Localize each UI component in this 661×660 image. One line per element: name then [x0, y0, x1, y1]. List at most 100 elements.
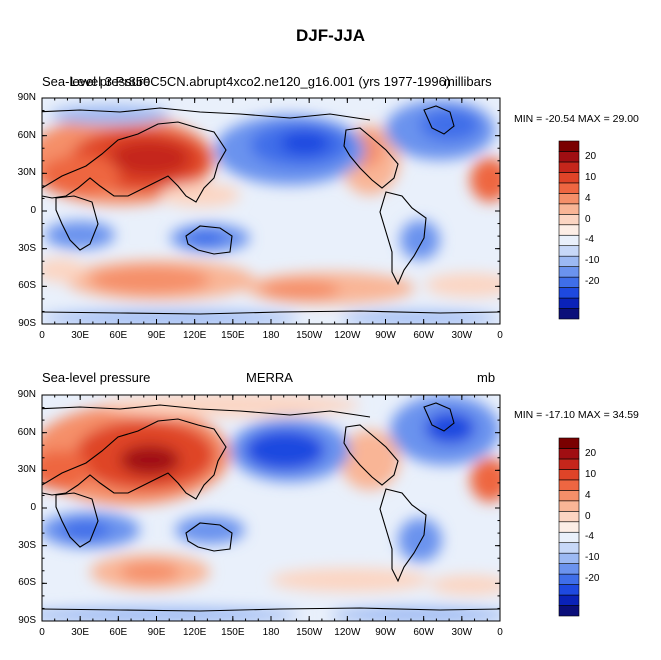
lon-tick-label: 60E — [109, 330, 128, 341]
lon-tick-label: 30E — [71, 627, 90, 638]
colorbar-swatch — [558, 203, 580, 215]
panel1-map — [42, 98, 500, 324]
colorbar-tick-label: 10 — [585, 171, 597, 183]
colorbar-swatch — [558, 234, 580, 247]
colorbar-tick-label: 0 — [585, 213, 591, 225]
panel1-units-label: millibars — [444, 74, 492, 89]
colorbar-swatch — [558, 573, 580, 585]
lat-tick-label: 0 — [30, 502, 36, 513]
lon-tick-label: 120W — [334, 627, 361, 638]
colorbar-tick-label: 20 — [585, 447, 597, 459]
colorbar-swatch — [558, 161, 580, 173]
lon-tick-label: 120E — [182, 330, 207, 341]
lon-tick-label: 0 — [39, 330, 45, 341]
lon-tick-label: 60E — [109, 627, 128, 638]
colorbar-swatch — [558, 182, 580, 194]
panel1-coastlines — [42, 105, 500, 315]
colorbar-tick-label: -10 — [585, 552, 600, 564]
panel2-map — [42, 395, 500, 621]
lat-tick-label: 30S — [18, 539, 36, 551]
lon-tick-label: 90W — [375, 330, 396, 341]
lon-tick-label: 60W — [413, 330, 434, 341]
colorbar-swatch — [558, 437, 580, 449]
colorbar-swatch — [558, 213, 580, 226]
lat-tick-label: 90S — [18, 318, 36, 329]
colorbar-swatch — [558, 552, 580, 564]
colorbar-tick-label: -4 — [585, 531, 594, 543]
lat-tick-label: 30N — [17, 464, 36, 476]
colorbar-swatch — [558, 308, 580, 320]
colorbar-swatch — [558, 542, 580, 554]
colorbar-tick-label: 20 — [585, 150, 597, 162]
lon-tick-label: 90E — [147, 627, 166, 638]
colorbar-swatch — [558, 584, 580, 596]
lon-tick-label: 150W — [296, 627, 323, 638]
lon-tick-label: 90W — [375, 627, 396, 638]
colorbar-swatch — [558, 531, 580, 544]
lat-tick-label: 60N — [17, 426, 36, 438]
lat-tick-label: 30N — [17, 167, 36, 179]
colorbar-swatch — [558, 245, 580, 257]
colorbar-tick-label: 4 — [585, 489, 591, 501]
lon-tick-label: 150E — [221, 330, 245, 341]
colorbar-swatch — [558, 521, 580, 533]
colorbar-swatch — [558, 594, 580, 606]
colorbar-swatch — [558, 500, 580, 512]
colorbar-swatch — [558, 255, 580, 267]
lat-tick-label: 30S — [18, 242, 36, 254]
axis-ticks — [41, 97, 501, 622]
colorbar-swatch — [558, 224, 580, 236]
lon-tick-label: 180 — [262, 330, 280, 341]
colorbar-tick-label: 4 — [585, 192, 591, 204]
lon-tick-label: 60W — [413, 627, 434, 638]
colorbar-swatch — [558, 479, 580, 491]
colorbar-swatch — [558, 469, 580, 481]
colorbar-swatch — [558, 151, 580, 163]
lat-tick-label: 60S — [18, 280, 36, 292]
lon-tick-label: 0 — [39, 627, 45, 638]
lon-tick-label: 150W — [296, 330, 323, 341]
panel1-min-max: MIN = -20.54 MAX = 29.00 — [514, 113, 639, 125]
lon-tick-label: 90E — [147, 330, 166, 341]
colorbar-swatch — [558, 276, 580, 288]
lon-tick-label: 0 — [497, 627, 503, 638]
panel1-variable-label: Sea-level pressure — [42, 74, 151, 89]
panel2-dataset-label: MERRA — [246, 370, 293, 385]
panel2-units-label: mb — [477, 370, 496, 385]
colorbar-swatch — [558, 140, 580, 152]
lon-tick-label: 150E — [221, 627, 245, 638]
colorbar-swatch — [558, 510, 580, 523]
colorbar-swatch — [558, 266, 580, 278]
colorbar-swatch — [558, 490, 580, 502]
colorbar-tick-label: -20 — [585, 573, 600, 585]
lat-tick-label: 90S — [18, 615, 36, 626]
lon-tick-label: 30E — [71, 330, 90, 341]
lon-tick-label: 120E — [182, 627, 207, 638]
lon-tick-label: 0 — [497, 330, 503, 341]
lat-tick-label: 60S — [18, 577, 36, 589]
colorbar-tick-label: 0 — [585, 510, 591, 522]
panel2-coastlines — [42, 402, 500, 612]
lon-tick-label: 30W — [451, 330, 473, 341]
lat-tick-label: 60N — [17, 129, 36, 141]
lat-tick-label: 0 — [30, 205, 36, 216]
lon-tick-label: 120W — [334, 330, 361, 341]
colorbars — [558, 140, 580, 617]
panel1-case-label: Level 3 Pr850C5CN.abrupt4xco2.ne120_g16.… — [70, 74, 451, 89]
colorbar-tick-label: -10 — [585, 255, 600, 267]
panel2-min-max: MIN = -17.10 MAX = 34.59 — [514, 409, 639, 421]
colorbar-swatch — [558, 458, 580, 470]
colorbar-tick-label: -20 — [585, 276, 600, 288]
colorbar-swatch — [558, 297, 580, 309]
colorbar-swatch — [558, 287, 580, 299]
colorbar-swatch — [558, 193, 580, 205]
colorbar-tick-label: 10 — [585, 468, 597, 480]
lat-tick-label: 90N — [17, 92, 36, 103]
figure-title: DJF-JJA — [296, 26, 365, 45]
colorbar-tick-label: -4 — [585, 234, 594, 246]
lon-tick-label: 180 — [262, 627, 280, 638]
colorbar-swatch — [558, 172, 580, 184]
colorbar-swatch — [558, 563, 580, 575]
lat-tick-label: 90N — [17, 389, 36, 400]
colorbar-swatch — [558, 448, 580, 460]
